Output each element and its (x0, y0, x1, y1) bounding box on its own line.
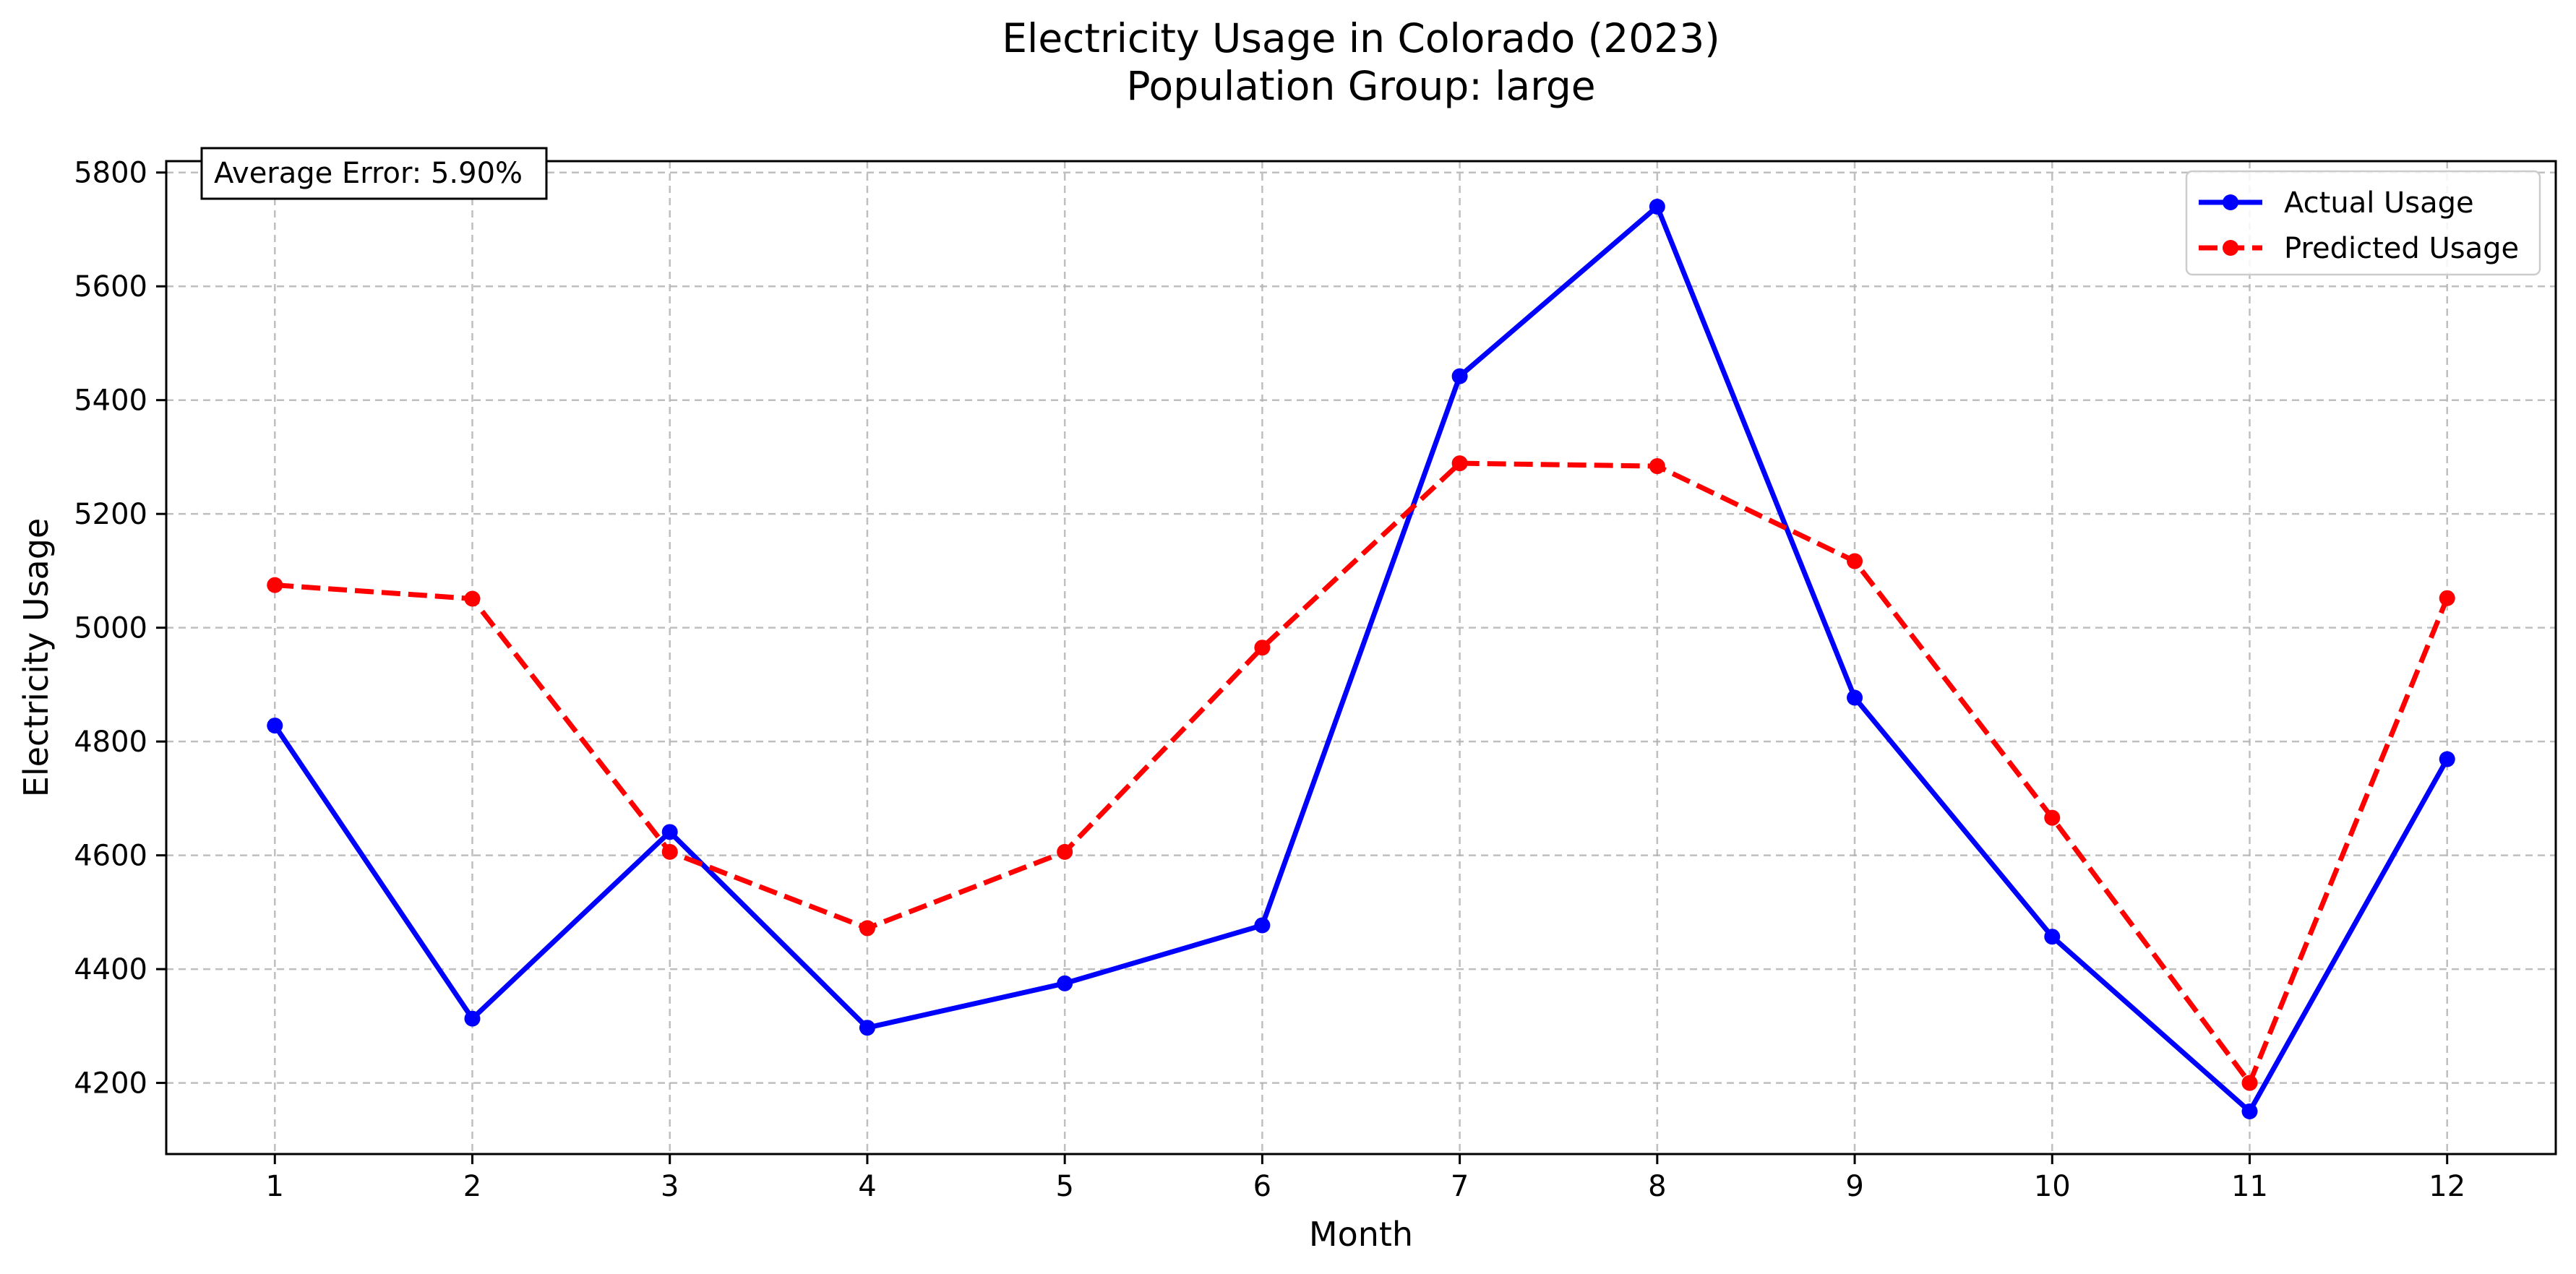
grid (166, 161, 2556, 1154)
chart-title: Electricity Usage in Colorado (2023) (1002, 15, 1720, 61)
predicted-usage-point (1451, 455, 1468, 472)
legend-actual-usage-label: Actual Usage (2284, 186, 2474, 220)
legend-predicted-usage-label: Predicted Usage (2284, 232, 2519, 265)
y-tick-label: 5000 (74, 612, 147, 645)
actual-usage-point (859, 1020, 875, 1036)
x-tick-label: 8 (1648, 1170, 1666, 1203)
x-tick-label: 5 (1055, 1170, 1073, 1203)
actual-usage-point (1254, 917, 1271, 934)
y-axis-label: Electricity Usage (17, 518, 56, 797)
y-tick-label: 5200 (74, 498, 147, 531)
average-error-annotation: Average Error: 5.90% (214, 157, 523, 190)
predicted-usage-point (1254, 640, 1271, 656)
predicted-usage-point (1847, 553, 1863, 569)
predicted-usage-point (2439, 590, 2455, 606)
data-series (267, 198, 2455, 1119)
axis-ticks: 1 2 3 4 5 6 7 8 9 10 11 124200440046004800500052005… (74, 157, 2465, 1203)
actual-usage-point (1847, 689, 1863, 706)
predicted-usage-point (2241, 1075, 2258, 1091)
y-tick-label: 4800 (74, 726, 147, 759)
predicted-usage-line (275, 460, 2450, 1086)
predicted-usage-point (859, 920, 875, 937)
y-tick-label: 4400 (74, 953, 147, 986)
x-axis-label: Month (1309, 1215, 1413, 1254)
legend: Actual Usage Predicted Usage (2185, 170, 2541, 276)
predicted-usage-point (1057, 843, 1073, 860)
actual-usage-line (272, 204, 2450, 1114)
y-tick-label: 4200 (74, 1067, 147, 1101)
legend-frame (2185, 170, 2541, 276)
x-tick-label: 3 (661, 1170, 679, 1203)
x-tick-label: 9 (1845, 1170, 1863, 1203)
actual-usage-point (1057, 975, 1073, 991)
actual-usage-point (1649, 198, 1665, 215)
y-tick-label: 5800 (74, 157, 147, 190)
actual-usage-point (2439, 751, 2455, 767)
actual-usage-point (2044, 929, 2061, 945)
actual-usage-point (661, 824, 678, 840)
predicted-usage-point (2044, 809, 2061, 826)
legend-predicted-usage-marker (2223, 240, 2238, 256)
chart-subtitle: Population Group: large (1126, 63, 1595, 109)
y-tick-label: 5400 (74, 384, 147, 418)
x-tick-label: 11 (2231, 1170, 2268, 1203)
y-tick-label: 5600 (74, 270, 147, 304)
x-tick-label: 1 (266, 1170, 284, 1203)
predicted-usage-point (1649, 458, 1665, 475)
predicted-usage-point (267, 577, 283, 593)
x-tick-label: 2 (463, 1170, 481, 1203)
predicted-usage-point (661, 843, 678, 860)
actual-usage-point (267, 718, 283, 734)
annotation-box: Average Error: 5.90% (200, 147, 548, 200)
y-tick-label: 4600 (74, 840, 147, 873)
actual-usage-point (2241, 1103, 2258, 1119)
predicted-usage-point (464, 590, 481, 607)
x-tick-label: 7 (1451, 1170, 1469, 1203)
actual-usage-point (1451, 368, 1468, 384)
actual-usage-point (464, 1010, 481, 1027)
x-tick-label: 10 (2034, 1170, 2071, 1203)
x-tick-label: 4 (858, 1170, 876, 1203)
x-tick-label: 12 (2429, 1170, 2465, 1203)
x-tick-label: 6 (1253, 1170, 1271, 1203)
plot-area-frame (165, 160, 2557, 1155)
legend-actual-usage-marker (2223, 194, 2238, 210)
